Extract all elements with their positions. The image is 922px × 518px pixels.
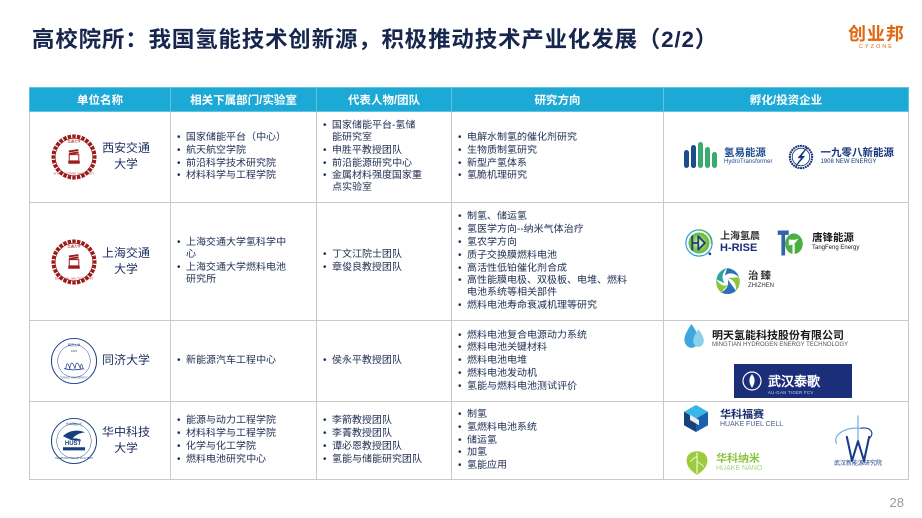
svg-text:华中科技大学: 华中科技大学 (66, 422, 82, 426)
svg-text:HUAZHONG UNIV OF SCI & TECH: HUAZHONG UNIV OF SCI & TECH (55, 457, 93, 460)
svg-text:HUST: HUST (65, 440, 82, 446)
svg-text:交通大学: 交通大学 (67, 139, 81, 144)
svg-text:同济大学: 同济大学 (68, 342, 80, 347)
svg-text:武汉泰歌: 武汉泰歌 (768, 374, 821, 389)
svg-text:1907: 1907 (71, 349, 78, 353)
svg-text:武汉新能源研究院: 武汉新能源研究院 (834, 459, 882, 467)
svg-text:SHANGHAI JIAO TONG UNIV: SHANGHAI JIAO TONG UNIV (55, 276, 94, 280)
svg-text:AU-GAN TIGER FCV: AU-GAN TIGER FCV (768, 390, 814, 395)
svg-text:XI'AN JIAOTONG UNIVERSITY: XI'AN JIAOTONG UNIVERSITY (54, 171, 95, 175)
svg-text:TONGJI UNIVERSITY: TONGJI UNIVERSITY (60, 376, 88, 379)
svg-text:交通大学: 交通大学 (67, 243, 81, 248)
